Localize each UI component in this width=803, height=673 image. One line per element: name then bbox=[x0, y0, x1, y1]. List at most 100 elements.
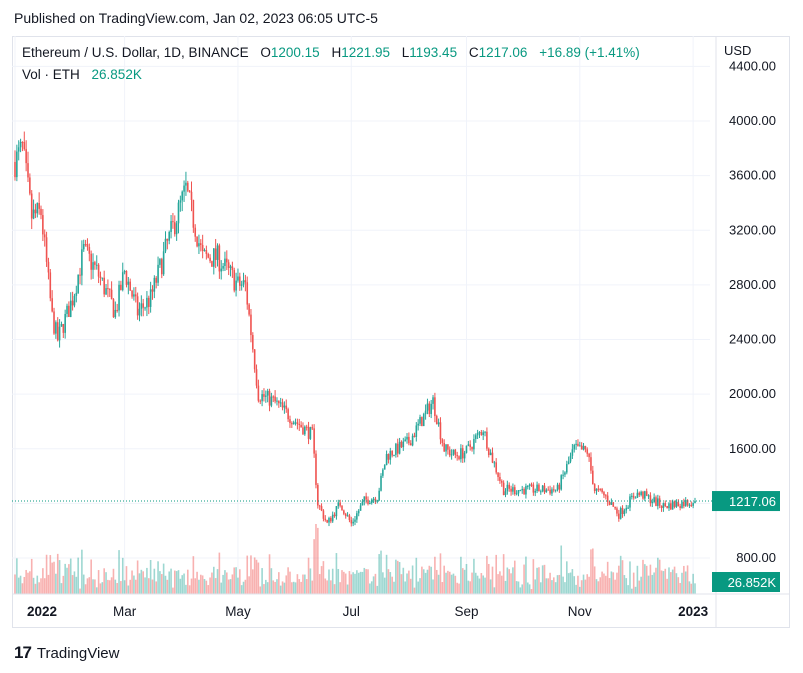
volume-bar bbox=[629, 561, 631, 594]
candle-body bbox=[443, 442, 445, 452]
volume-bar bbox=[424, 572, 427, 594]
volume-bar bbox=[121, 557, 124, 594]
volume-bar bbox=[112, 568, 115, 594]
candle-body bbox=[645, 491, 648, 496]
volume-bar bbox=[502, 554, 505, 594]
candle-body bbox=[66, 305, 68, 314]
candle-body bbox=[586, 449, 589, 454]
volume-bar bbox=[240, 585, 243, 594]
tradingview-footer[interactable]: 17 TradingView bbox=[14, 643, 119, 663]
volume-bar bbox=[203, 579, 206, 594]
volume-bar bbox=[209, 577, 211, 594]
volume-bar bbox=[281, 581, 284, 594]
candle-body bbox=[584, 445, 587, 450]
candle-body bbox=[538, 484, 540, 492]
volume-bar bbox=[199, 574, 202, 594]
candle-body bbox=[432, 397, 434, 404]
volume-bar bbox=[562, 576, 564, 594]
candle-body bbox=[486, 431, 488, 449]
volume-bar bbox=[261, 568, 263, 594]
volume-bar bbox=[289, 571, 291, 594]
candle-body bbox=[413, 435, 416, 437]
volume-bar bbox=[157, 561, 159, 594]
volume-bar bbox=[298, 579, 301, 594]
candle-body bbox=[556, 484, 559, 490]
volume-bar bbox=[311, 580, 314, 594]
volume-bar bbox=[692, 573, 694, 594]
volume-bar bbox=[266, 582, 269, 594]
candle-body bbox=[359, 505, 362, 511]
volume-bar bbox=[183, 573, 185, 594]
candle-body bbox=[543, 485, 546, 493]
volume-bar bbox=[235, 567, 237, 594]
volume-bar bbox=[450, 574, 453, 594]
volume-bar bbox=[211, 572, 213, 594]
candle-body bbox=[131, 290, 133, 297]
volume-bar bbox=[380, 550, 382, 594]
candle-body bbox=[437, 422, 440, 425]
candle-body bbox=[415, 425, 418, 437]
candle-body bbox=[495, 462, 498, 473]
candle-body bbox=[49, 272, 52, 299]
candle-body bbox=[541, 485, 544, 492]
candle-body bbox=[649, 495, 652, 504]
candle-body bbox=[196, 236, 198, 247]
volume-bar bbox=[95, 587, 98, 594]
volume-bar bbox=[352, 572, 354, 594]
candle-body bbox=[577, 443, 579, 447]
volume-bar bbox=[341, 570, 343, 594]
volume-bar bbox=[657, 557, 659, 594]
volume-bar bbox=[655, 567, 657, 594]
volume-bar bbox=[181, 575, 184, 594]
volume-bar bbox=[552, 577, 555, 594]
candle-body bbox=[590, 457, 592, 471]
candle-body bbox=[686, 500, 689, 506]
candle-body bbox=[45, 237, 48, 262]
ohlc-legend: Ethereum / U.S. Dollar, 1D, BINANCE O120… bbox=[22, 45, 648, 60]
candle-body bbox=[608, 502, 611, 505]
volume-bar bbox=[164, 575, 167, 594]
candle-body bbox=[166, 238, 169, 241]
candle-body bbox=[261, 394, 263, 402]
volume-bar bbox=[317, 527, 319, 594]
candle-body bbox=[255, 369, 258, 386]
volume-bar bbox=[434, 556, 436, 594]
volume-bar bbox=[461, 568, 464, 594]
volume-bar bbox=[385, 554, 388, 594]
candle-body bbox=[575, 443, 577, 445]
candle-body bbox=[240, 284, 243, 286]
candle-body bbox=[300, 425, 302, 428]
candle-body bbox=[378, 490, 380, 501]
volume-bar bbox=[584, 579, 587, 594]
volume-bar bbox=[134, 579, 137, 594]
candle-body bbox=[19, 141, 22, 148]
candle-body bbox=[343, 510, 345, 514]
volume-bar bbox=[677, 577, 680, 594]
candle-body bbox=[387, 454, 390, 460]
volume-bar bbox=[437, 574, 440, 594]
volume-bar bbox=[220, 582, 223, 594]
candle-body bbox=[173, 222, 176, 235]
volume-bar bbox=[586, 574, 589, 594]
candle-body bbox=[614, 506, 616, 509]
volume-bar bbox=[300, 581, 302, 594]
volume-bar bbox=[534, 579, 537, 594]
candle-body bbox=[417, 423, 419, 426]
candle-body bbox=[75, 292, 78, 296]
x-tick-label: Sep bbox=[454, 604, 478, 619]
volume-bar bbox=[140, 569, 143, 594]
candle-body bbox=[339, 502, 341, 506]
candle-body bbox=[77, 274, 79, 293]
volume-bar bbox=[513, 560, 516, 594]
candle-body bbox=[391, 450, 393, 456]
price-chart[interactable]: 4400.00 4000.00 3600.00 3200.00 2800.00 2400.… bbox=[12, 36, 790, 628]
volume-bar bbox=[255, 559, 258, 594]
candle-body bbox=[428, 403, 431, 415]
volume-bar bbox=[185, 584, 187, 594]
volume-bar bbox=[147, 578, 150, 594]
candle-body bbox=[601, 489, 603, 493]
candle-body bbox=[188, 190, 191, 192]
candle-body bbox=[315, 453, 317, 485]
open-value: 1200.15 bbox=[270, 45, 320, 60]
candle-body bbox=[605, 495, 607, 497]
